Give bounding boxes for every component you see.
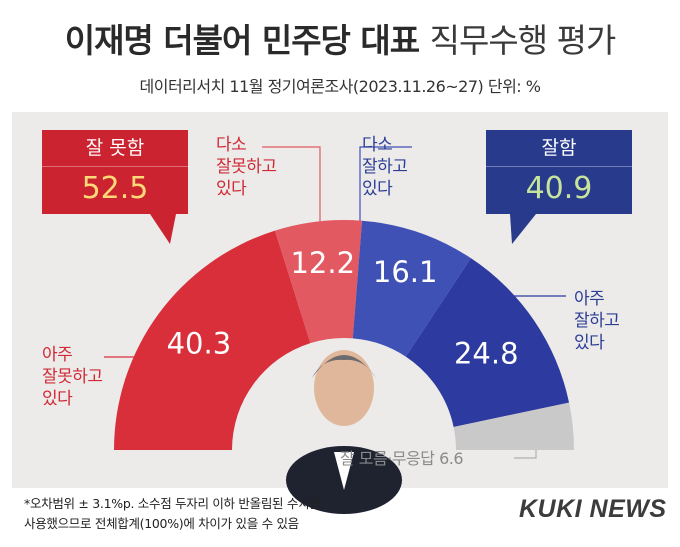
label-somewhat-good: 다소 잘하고 있다 bbox=[362, 134, 408, 200]
leader-somewhat-good bbox=[359, 146, 412, 222]
positive-total-label: 잘함 bbox=[486, 130, 632, 167]
segment-somewhat-good bbox=[352, 220, 471, 357]
label-somewhat-good-line3: 있다 bbox=[362, 179, 393, 199]
footnote-line1: *오차범위 ± 3.1%p. 소수점 두자리 이하 반올림된 수치를 bbox=[24, 496, 321, 511]
label-very-good-line1: 아주 bbox=[574, 289, 605, 309]
value-label-very-good: 24.8 bbox=[454, 336, 519, 370]
label-very-good: 아주 잘하고 있다 bbox=[574, 288, 620, 354]
label-somewhat-bad-line1: 다소 bbox=[216, 135, 247, 155]
negative-box-pointer bbox=[150, 214, 176, 244]
title-bold: 이재명 더불어 민주당 대표 bbox=[64, 21, 420, 60]
title-light: 직무수행 평가 bbox=[429, 21, 617, 60]
label-very-bad-line1: 아주 bbox=[42, 345, 73, 365]
footnote-line2: 사용했으므로 전체합계(100%)에 차이가 있을 수 있음 bbox=[24, 516, 299, 531]
label-somewhat-good-line2: 잘하고 bbox=[362, 157, 408, 177]
label-very-good-line3: 있다 bbox=[574, 333, 605, 353]
leader-somewhat-bad bbox=[262, 146, 321, 222]
segment-unknown bbox=[453, 402, 574, 450]
positive-box-pointer bbox=[510, 214, 536, 244]
negative-total-label: 잘 못함 bbox=[42, 130, 188, 167]
label-somewhat-bad-line3: 있다 bbox=[216, 179, 247, 199]
segment-very-bad bbox=[114, 230, 311, 450]
portrait-image bbox=[286, 350, 402, 514]
label-unknown: 잘 모름·무응답 6.6 bbox=[340, 449, 464, 468]
label-somewhat-good-line1: 다소 bbox=[362, 135, 393, 155]
label-very-good-line2: 잘하고 bbox=[574, 311, 620, 331]
label-somewhat-bad: 다소 잘못하고 있다 bbox=[216, 134, 277, 200]
value-label-somewhat-good: 16.1 bbox=[373, 255, 438, 289]
segment-somewhat-bad bbox=[274, 219, 363, 344]
label-very-bad-line3: 있다 bbox=[42, 389, 73, 409]
chart-title: 이재명 더불어 민주당 대표 직무수행 평가 bbox=[0, 14, 680, 62]
chart-subtitle: 데이터리서치 11월 정기여론조사(2023.11.26~27) 단위: % bbox=[139, 77, 541, 96]
value-label-somewhat-bad: 12.2 bbox=[290, 246, 355, 280]
footnote: *오차범위 ± 3.1%p. 소수점 두자리 이하 반올림된 수치를 사용했으므… bbox=[24, 494, 321, 534]
negative-total-value: 52.5 bbox=[81, 171, 149, 206]
positive-total-value: 40.9 bbox=[525, 171, 593, 206]
positive-total-box: 잘함 40.9 bbox=[486, 130, 632, 214]
kuki-news-logo: KUKI NEWS bbox=[519, 495, 667, 523]
label-somewhat-bad-line2: 잘못하고 bbox=[216, 157, 277, 177]
segment-very-good bbox=[405, 258, 570, 427]
label-very-bad: 아주 잘못하고 있다 bbox=[42, 344, 103, 410]
value-label-very-bad: 40.3 bbox=[167, 327, 232, 361]
negative-total-box: 잘 못함 52.5 bbox=[42, 130, 188, 214]
label-very-bad-line2: 잘못하고 bbox=[42, 367, 103, 387]
